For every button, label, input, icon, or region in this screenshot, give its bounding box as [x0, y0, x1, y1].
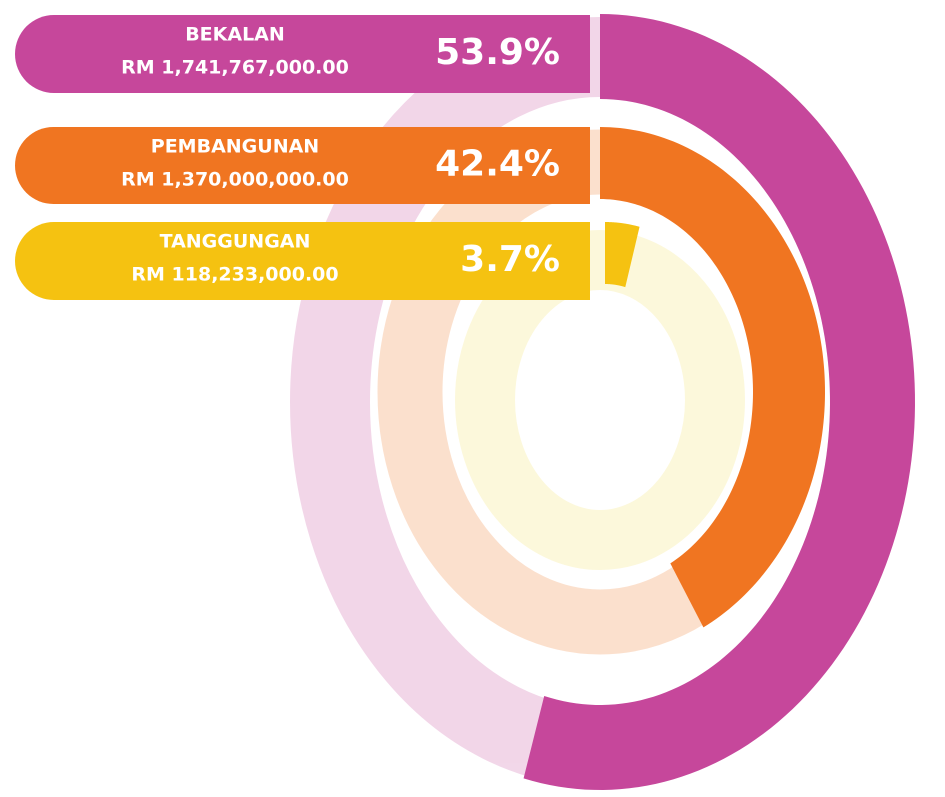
label-bar [15, 222, 590, 300]
ring-bar [523, 14, 915, 790]
ring-track [455, 230, 745, 570]
ring-bar [605, 222, 640, 288]
value-label: 53.9% [435, 32, 560, 73]
labels: BEKALAN RM 1,741,767,000.00 53.9% PEMBANGUN… [15, 15, 591, 300]
category-label: PEMBANGUNAN [151, 136, 319, 158]
amount-label: RM 1,370,000,000.00 [121, 169, 349, 191]
amount-label: RM 1,741,767,000.00 [121, 57, 349, 79]
value-label: 3.7% [460, 239, 560, 280]
label-bar [15, 127, 591, 204]
rings [523, 14, 915, 790]
ring-bar [600, 127, 825, 628]
category-label: TANGGUNGAN [160, 231, 311, 253]
label-bar [15, 15, 590, 93]
value-label: 42.4% [435, 144, 560, 185]
amount-label: RM 118,233,000.00 [131, 264, 338, 286]
category-label: BEKALAN [185, 24, 285, 46]
